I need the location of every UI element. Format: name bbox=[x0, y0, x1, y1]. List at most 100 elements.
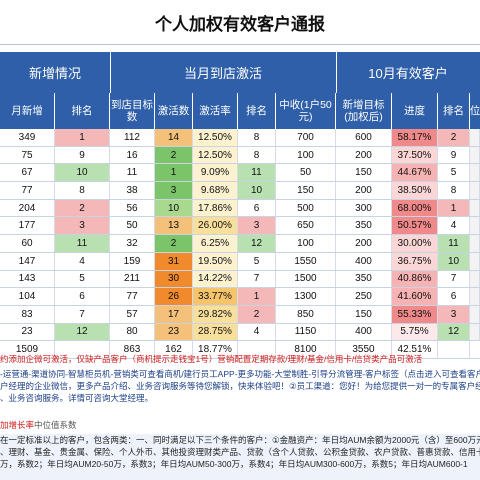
definition-block: 在一定标准以上的客户，包含两类：一、同时满足以下三个条件的客户：①金融资产：年日… bbox=[0, 434, 480, 480]
monthly-new-cell: 143 bbox=[0, 270, 55, 288]
new-target-cell: 300 bbox=[336, 199, 392, 217]
progress-cell: 5.75% bbox=[392, 323, 438, 341]
rank-activation-cell: 6 bbox=[238, 199, 276, 217]
activation-rate-cell: 6.25% bbox=[193, 235, 238, 252]
report-table: 349 1 112 14 12.50% 8 700 600 58.17% 2 75 9 16 2 12.50… bbox=[0, 129, 480, 359]
store-target-cell: 77 bbox=[110, 288, 155, 305]
progress-cell: 30.00% bbox=[392, 235, 438, 252]
table-row: 67 10 11 1 9.09% 11 50 150 44.67% 5 bbox=[0, 164, 480, 183]
activated-cell: 13 bbox=[155, 217, 193, 235]
activation-rate-cell: 9.09% bbox=[193, 164, 238, 182]
total-rank-activation-cell bbox=[238, 341, 276, 358]
col-income: 中收(1户50元) bbox=[276, 93, 336, 129]
table-row: 143 5 211 30 14.22% 7 1500 350 40.86% 7 bbox=[0, 270, 480, 289]
income-cell: 1150 bbox=[276, 323, 336, 341]
col-rank-progress: 排名 bbox=[438, 93, 470, 129]
new-target-cell: 400 bbox=[336, 252, 392, 270]
position-cell bbox=[470, 182, 480, 199]
income-cell: 500 bbox=[276, 199, 336, 217]
table-row: 75 9 16 2 12.50% 8 100 200 37.50% 9 bbox=[0, 146, 480, 165]
income-cell: 1300 bbox=[276, 288, 336, 305]
new-target-cell: 250 bbox=[336, 288, 392, 305]
progress-cell: 44.67% bbox=[392, 164, 438, 182]
rank-new-cell: 11 bbox=[55, 235, 110, 252]
total-rank-progress-cell bbox=[438, 341, 470, 358]
store-target-cell: 38 bbox=[110, 182, 155, 199]
table-row: 60 11 32 2 6.25% 12 100 200 30.00% 11 bbox=[0, 235, 480, 253]
rank-progress-cell: 3 bbox=[438, 305, 470, 323]
report-title: 个人加权有效客户通报 bbox=[0, 0, 480, 45]
monthly-new-cell: 67 bbox=[0, 164, 55, 182]
position-cell bbox=[470, 164, 480, 182]
table-row: 147 4 159 31 19.50% 5 1550 400 36.75% 10 bbox=[0, 252, 480, 271]
position-cell bbox=[470, 217, 480, 235]
col-new-target: 新增目标(加权后) bbox=[336, 93, 392, 129]
store-target-cell: 16 bbox=[110, 146, 155, 164]
monthly-new-cell: 75 bbox=[0, 146, 55, 164]
activation-rate-cell: 19.50% bbox=[193, 252, 238, 270]
new-target-cell: 400 bbox=[336, 323, 392, 341]
col-monthly-new: 月新增 bbox=[0, 93, 55, 129]
rank-new-cell: 2 bbox=[55, 199, 110, 217]
rank-progress-cell: 1 bbox=[438, 199, 470, 217]
rank-new-cell: 4 bbox=[55, 252, 110, 270]
new-target-cell: 350 bbox=[336, 270, 392, 288]
store-target-cell: 32 bbox=[110, 235, 155, 252]
table-row: 204 2 56 10 17.86% 6 500 300 68.00% 1 bbox=[0, 199, 480, 218]
col-rank-activation: 排名 bbox=[238, 93, 276, 129]
store-target-cell: 11 bbox=[110, 164, 155, 182]
activation-rate-cell: 33.77% bbox=[193, 288, 238, 305]
rank-progress-cell: 12 bbox=[438, 323, 470, 341]
col-store-target: 到店目标数 bbox=[110, 93, 155, 129]
activated-cell: 2 bbox=[155, 146, 193, 164]
service-note-line: -运营通-渠道协同-智慧柜员机-营销类可查看商机/建行员工APP-更多功能-大堂… bbox=[0, 369, 480, 379]
position-cell bbox=[470, 288, 480, 305]
progress-cell: 58.17% bbox=[392, 129, 438, 146]
activation-rate-cell: 26.00% bbox=[193, 217, 238, 235]
activated-cell: 3 bbox=[155, 182, 193, 199]
position-cell bbox=[470, 252, 480, 270]
monthly-new-cell: 23 bbox=[0, 323, 55, 341]
progress-cell: 55.33% bbox=[392, 305, 438, 323]
new-target-cell: 150 bbox=[336, 305, 392, 323]
group-header-activation: 当月到店激活 bbox=[110, 52, 337, 93]
total-activated-cell: 162 bbox=[155, 341, 193, 358]
total-monthly-new-cell: 1509 bbox=[0, 341, 55, 358]
income-cell: 50 bbox=[276, 164, 336, 182]
definition-line: 、理财、基金、贵金属、保险、个人外币、其他投资理财类产品、贷款（含个人贷款、公积… bbox=[0, 447, 480, 457]
progress-cell: 37.50% bbox=[392, 146, 438, 164]
new-target-cell: 200 bbox=[336, 146, 392, 164]
monthly-new-cell: 77 bbox=[0, 182, 55, 199]
rank-progress-cell: 5 bbox=[438, 164, 470, 182]
service-note-line: 户经理的企业微信，更多产品介绍、业务咨询服务等待您解锁，快来体验吧！②员工渠道：… bbox=[0, 381, 480, 391]
total-rank-new-cell bbox=[55, 341, 110, 358]
coefficient-legend: 加增长率中位值系数 bbox=[0, 418, 480, 432]
group-header-valid-customers: 10月有效客户 bbox=[336, 52, 480, 93]
total-new-target-cell: 3550 bbox=[336, 341, 392, 358]
activation-rate-cell: 14.22% bbox=[193, 270, 238, 288]
activation-rate-cell: 28.75% bbox=[193, 323, 238, 341]
rank-activation-cell: 1 bbox=[238, 288, 276, 305]
activated-cell: 17 bbox=[155, 305, 193, 323]
total-progress-cell: 42.51% bbox=[392, 341, 438, 358]
rank-progress-cell: 7 bbox=[438, 270, 470, 288]
income-cell: 700 bbox=[276, 129, 336, 146]
rank-progress-cell: 10 bbox=[438, 252, 470, 270]
rank-activation-cell: 8 bbox=[238, 146, 276, 164]
col-rank-new: 排名 bbox=[55, 93, 110, 129]
rank-new-cell: 8 bbox=[55, 182, 110, 199]
rank-new-cell: 12 bbox=[55, 323, 110, 341]
rank-new-cell: 10 bbox=[55, 164, 110, 182]
activation-rate-cell: 9.68% bbox=[193, 182, 238, 199]
activation-rate-cell: 12.50% bbox=[193, 129, 238, 146]
col-position: 位 bbox=[469, 105, 480, 117]
position-cell bbox=[470, 323, 480, 341]
activation-rate-cell: 12.50% bbox=[193, 146, 238, 164]
income-cell: 1500 bbox=[276, 270, 336, 288]
rank-activation-cell: 11 bbox=[238, 164, 276, 182]
store-target-cell: 112 bbox=[110, 129, 155, 146]
table-row: 23 12 80 23 28.75% 4 1150 400 5.75% 12 bbox=[0, 323, 480, 342]
rank-new-cell: 5 bbox=[55, 270, 110, 288]
monthly-new-cell: 60 bbox=[0, 235, 55, 252]
column-header-row: 月新增 排名 到店目标数 激活数 激活率 排名 中收(1户50元) 新增目标(加… bbox=[0, 93, 480, 129]
